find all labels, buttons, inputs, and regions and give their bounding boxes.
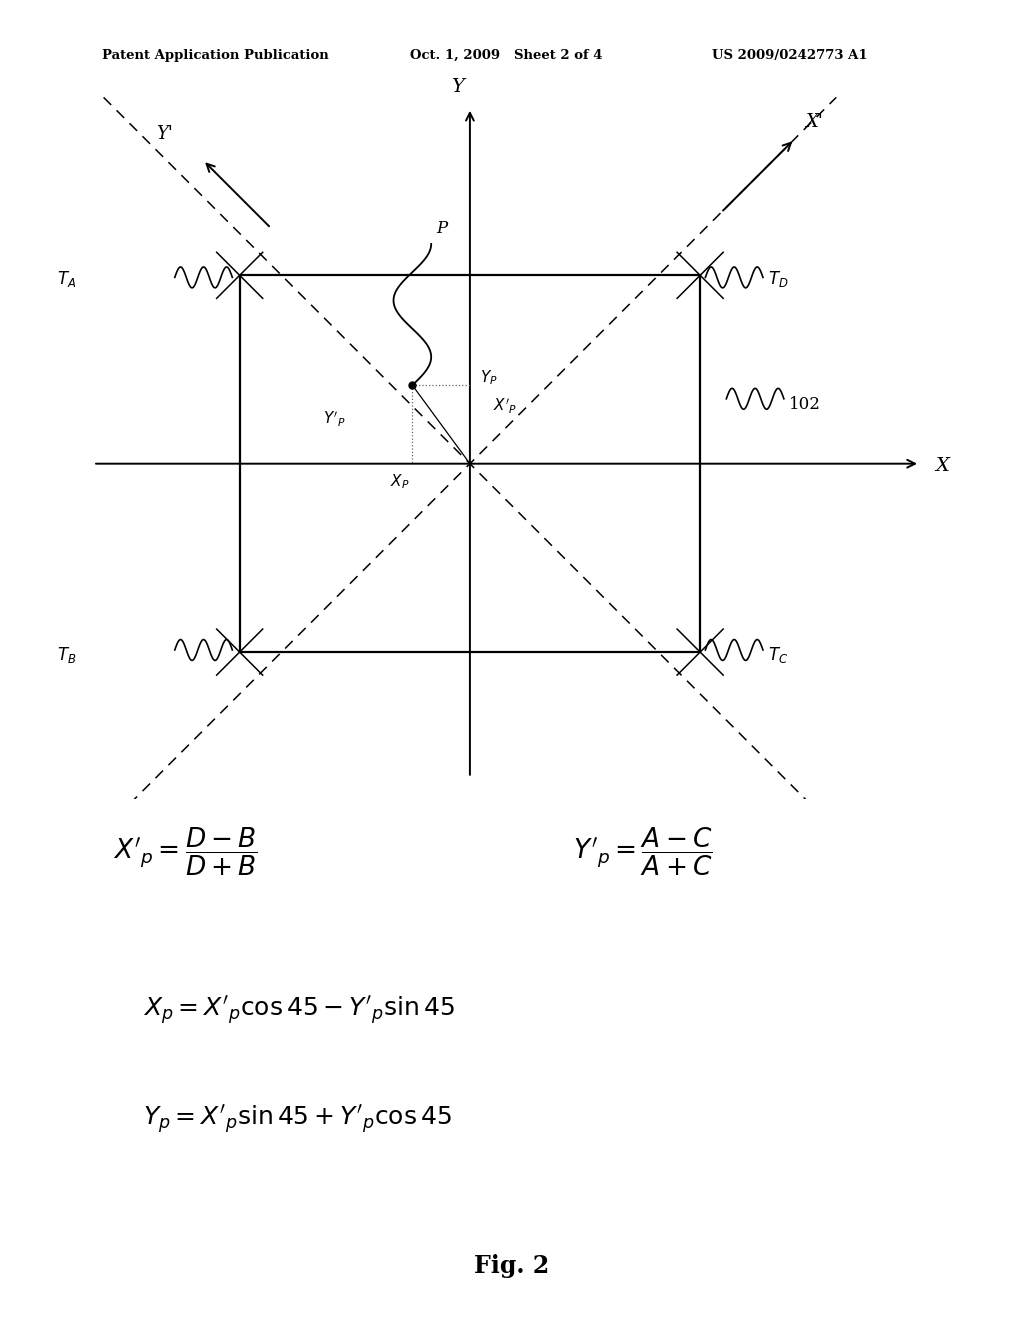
Text: Y': Y' xyxy=(156,125,173,144)
Text: $T_A$: $T_A$ xyxy=(56,269,76,289)
Text: $X'_p = \dfrac{D - B}{D + B}$: $X'_p = \dfrac{D - B}{D + B}$ xyxy=(113,826,257,878)
Text: Patent Application Publication: Patent Application Publication xyxy=(102,49,329,62)
Text: 102: 102 xyxy=(790,396,821,413)
Text: $X_p = X'_p \cos 45 - Y'_p \sin 45$: $X_p = X'_p \cos 45 - Y'_p \sin 45$ xyxy=(143,994,455,1027)
Text: $Y_P$: $Y_P$ xyxy=(480,368,498,387)
Text: $X'_P$: $X'_P$ xyxy=(493,397,517,416)
Text: $Y'_p = \dfrac{A - C}{A + C}$: $Y'_p = \dfrac{A - C}{A + C}$ xyxy=(573,826,714,878)
Text: $Y_p = X'_p \sin 45 + Y'_p \cos 45$: $Y_p = X'_p \sin 45 + Y'_p \cos 45$ xyxy=(143,1104,452,1135)
Text: $Y'_P$: $Y'_P$ xyxy=(324,409,346,429)
Text: Y: Y xyxy=(452,78,464,96)
Text: P: P xyxy=(436,220,447,238)
Text: $T_C$: $T_C$ xyxy=(768,645,788,665)
Text: X: X xyxy=(936,457,949,475)
Text: Fig. 2: Fig. 2 xyxy=(474,1254,550,1278)
Text: X': X' xyxy=(805,112,822,131)
Text: $X_P$: $X_P$ xyxy=(390,473,410,491)
Text: $T_D$: $T_D$ xyxy=(768,269,788,289)
Text: $T_B$: $T_B$ xyxy=(56,645,76,665)
Text: US 2009/0242773 A1: US 2009/0242773 A1 xyxy=(712,49,867,62)
Text: Oct. 1, 2009   Sheet 2 of 4: Oct. 1, 2009 Sheet 2 of 4 xyxy=(410,49,602,62)
